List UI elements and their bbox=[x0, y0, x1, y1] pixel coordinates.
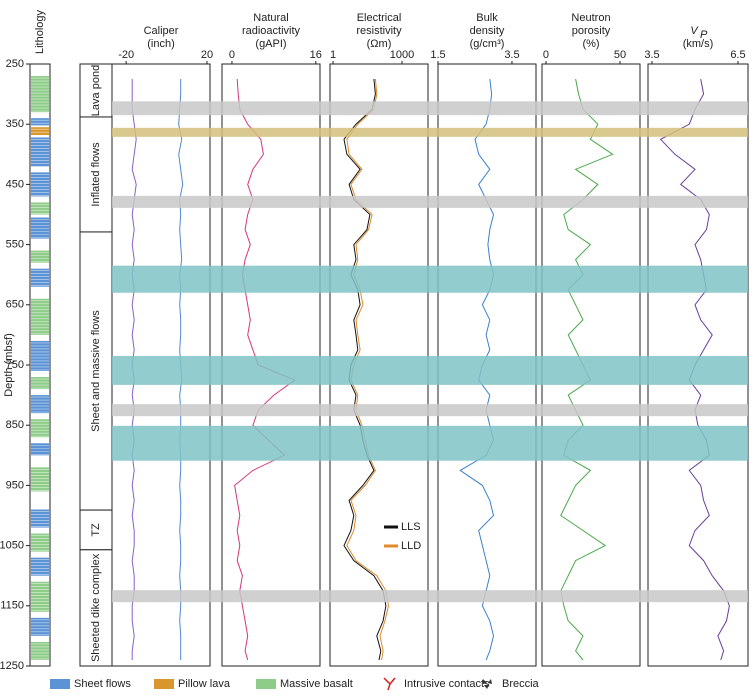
depth-tick-label: 550 bbox=[6, 239, 24, 251]
lithology-unit bbox=[31, 172, 49, 197]
legend-label: LLS bbox=[401, 521, 421, 533]
lithology-unit bbox=[31, 377, 49, 390]
legend-swatch bbox=[256, 679, 276, 689]
lithology-unit bbox=[31, 395, 49, 414]
legend-label: Sheet flows bbox=[74, 678, 131, 690]
depth-tick-label: 850 bbox=[6, 419, 24, 431]
x-tick-label: 0 bbox=[543, 49, 549, 61]
depth-tick-label: 750 bbox=[6, 359, 24, 371]
zone-label: Inflated flows bbox=[90, 142, 102, 207]
x-tick-label: -20 bbox=[118, 49, 134, 61]
legend-label: Massive basalt bbox=[280, 678, 353, 690]
lithology-unit bbox=[31, 76, 49, 113]
interval-band bbox=[112, 404, 748, 417]
lithology-unit bbox=[31, 250, 49, 263]
lithology-unit bbox=[31, 127, 49, 136]
panel-title-sub: P bbox=[700, 29, 708, 41]
zone-box bbox=[79, 116, 113, 233]
panel-title: (%) bbox=[582, 38, 599, 50]
lithology-unit bbox=[31, 557, 49, 576]
legend-label: Breccia bbox=[502, 678, 540, 690]
panel-title: radioactivity bbox=[242, 25, 301, 37]
zone-label: Lava pond bbox=[90, 65, 102, 116]
lithology-unit bbox=[31, 443, 49, 456]
lithology-label: Lithology bbox=[34, 9, 46, 54]
lithology-unit bbox=[31, 202, 49, 215]
depth-tick-label: 1250 bbox=[0, 660, 24, 672]
lithology-unit bbox=[31, 581, 49, 612]
panel-title: Bulk bbox=[476, 12, 498, 24]
lithology-unit bbox=[31, 217, 49, 239]
interval-band bbox=[112, 355, 748, 385]
panel-title: (inch) bbox=[147, 38, 175, 50]
panel-title: Caliper bbox=[144, 25, 179, 37]
lithology-unit bbox=[31, 419, 49, 438]
x-tick-label: 3.5 bbox=[644, 49, 659, 61]
lithology-unit bbox=[31, 340, 49, 372]
legend-label: LLD bbox=[401, 540, 421, 552]
legend-symbol bbox=[383, 677, 396, 691]
legend-swatch bbox=[50, 679, 70, 689]
panel-title: (g/cm³) bbox=[470, 38, 505, 50]
depth-tick-label: 950 bbox=[6, 479, 24, 491]
interval-band bbox=[112, 101, 748, 116]
lithology-unit bbox=[31, 137, 49, 167]
legend-label: Pillow lava bbox=[178, 678, 231, 690]
legend-label: Intrusive contacts bbox=[404, 678, 490, 690]
panel-title: resistivity bbox=[356, 25, 402, 37]
panel-title: Natural bbox=[253, 12, 288, 24]
panel-title: V bbox=[690, 25, 699, 37]
legend-swatch bbox=[154, 679, 174, 689]
x-tick-label: 3.5 bbox=[504, 49, 519, 61]
lithology-unit bbox=[31, 509, 49, 528]
lithology-unit bbox=[31, 641, 49, 660]
x-tick-label: 16 bbox=[310, 49, 322, 61]
zone-label: Sheet and massive flows bbox=[90, 310, 102, 432]
x-tick-label: 1000 bbox=[390, 49, 414, 61]
x-tick-label: 1 bbox=[330, 49, 336, 61]
panel-title: (Ωm) bbox=[367, 38, 392, 50]
panel-title: density bbox=[470, 25, 505, 37]
interval-band bbox=[112, 127, 748, 137]
lithology-unit bbox=[31, 617, 49, 636]
interval-band bbox=[112, 265, 748, 293]
zone-label: Sheeted dike complex bbox=[90, 553, 102, 662]
lithology-unit bbox=[31, 268, 49, 287]
x-tick-label: 50 bbox=[614, 49, 626, 61]
depth-tick-label: 350 bbox=[6, 118, 24, 130]
panel-title: Neutron bbox=[571, 12, 610, 24]
panel-title: (gAPI) bbox=[255, 38, 286, 50]
lithology-unit bbox=[31, 298, 49, 335]
x-tick-label: 0 bbox=[229, 49, 235, 61]
panel-title: porosity bbox=[572, 25, 611, 37]
zone-box bbox=[79, 509, 113, 551]
lithology-unit bbox=[31, 533, 49, 552]
lithology-unit bbox=[31, 118, 49, 126]
lithology-unit bbox=[31, 467, 49, 492]
depth-tick-label: 650 bbox=[6, 299, 24, 311]
depth-tick-label: 1150 bbox=[0, 600, 24, 612]
panel-title: (km/s) bbox=[683, 38, 714, 50]
depth-tick-label: 250 bbox=[6, 58, 24, 70]
x-tick-label: 6.5 bbox=[730, 49, 745, 61]
x-tick-label: 1.5 bbox=[430, 49, 445, 61]
depth-axis-label: Depth (mbsf) bbox=[3, 333, 15, 397]
depth-tick-label: 1050 bbox=[0, 540, 24, 552]
panel-title: Electrical bbox=[357, 12, 402, 24]
interval-band bbox=[112, 590, 748, 603]
interval-band bbox=[112, 195, 748, 208]
depth-tick-label: 450 bbox=[6, 178, 24, 190]
zone-box bbox=[79, 549, 113, 667]
legend-symbol bbox=[483, 679, 492, 689]
zone-label: TZ bbox=[90, 523, 102, 537]
interval-band bbox=[112, 425, 748, 461]
x-tick-label: 20 bbox=[201, 49, 213, 61]
